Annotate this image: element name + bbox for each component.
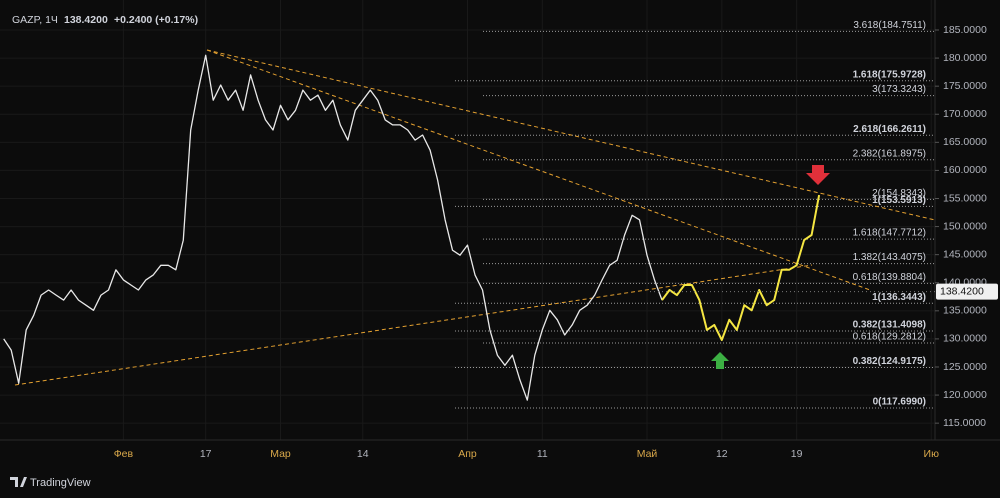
fib-label: 3.618(184.7511) bbox=[853, 20, 926, 31]
y-tick-label: 145.0000 bbox=[943, 248, 987, 260]
trend-line bbox=[206, 49, 936, 221]
fib-label: 1(136.3443) bbox=[872, 292, 926, 303]
price-line bbox=[3, 54, 663, 401]
grid bbox=[0, 0, 935, 440]
y-tick-label: 165.0000 bbox=[943, 136, 987, 148]
x-tick-label: Май bbox=[637, 448, 658, 460]
x-tick-label: 12 bbox=[716, 448, 728, 460]
brand: TradingView bbox=[10, 477, 91, 489]
y-tick-label: 185.0000 bbox=[943, 24, 987, 36]
y-tick-label: 130.0000 bbox=[943, 333, 987, 345]
y-tick-label: 125.0000 bbox=[943, 361, 987, 373]
x-tick-label: Ию bbox=[924, 448, 940, 460]
y-tick-label: 180.0000 bbox=[943, 52, 987, 64]
last-price: 138.4200 bbox=[64, 14, 108, 26]
x-tick-label: Мар bbox=[270, 448, 291, 460]
x-tick-label: 11 bbox=[537, 448, 548, 460]
axes: 115.0000 120.0000 125.0000 130.0000 135.0000… bbox=[114, 24, 998, 460]
fib-label: 0.382(131.4098) bbox=[853, 320, 926, 331]
fib-label: 1.618(147.7712) bbox=[853, 228, 926, 239]
fib-label: 0(117.6990) bbox=[873, 397, 926, 408]
x-tick-label: 17 bbox=[200, 448, 212, 460]
fib-label: 1(153.5913) bbox=[872, 195, 926, 206]
down-arrow bbox=[806, 165, 830, 185]
symbol: GAZP, 1Ч bbox=[12, 14, 58, 26]
y-tick-label: 150.0000 bbox=[943, 220, 987, 232]
x-tick-label: 14 bbox=[357, 448, 369, 460]
y-tick-label: 160.0000 bbox=[943, 164, 987, 176]
y-tick-label: 170.0000 bbox=[943, 108, 987, 120]
fibonacci: 3.618(184.7511) 1.618(175.9728) 3(173.3243… bbox=[455, 20, 935, 409]
series bbox=[3, 54, 821, 401]
price-change: +0.2400 (+0.17%) bbox=[114, 14, 198, 26]
fib-label: 0.618(129.2812) bbox=[853, 332, 926, 343]
fib-label: 2(154.8343) bbox=[872, 188, 926, 199]
y-tick-label: 115.0000 bbox=[943, 417, 986, 429]
trend-line bbox=[14, 264, 813, 386]
fib-label: 2.618(166.2611) bbox=[853, 124, 926, 135]
y-tick-label: 135.0000 bbox=[943, 305, 987, 317]
trend-line bbox=[206, 49, 871, 291]
up-arrow bbox=[711, 352, 729, 369]
brand-name: TradingView bbox=[30, 477, 91, 489]
fib-label: 1.382(143.4075) bbox=[853, 252, 926, 263]
y-tick-label: 175.0000 bbox=[943, 80, 987, 92]
fib-label: 2.382(161.8975) bbox=[853, 148, 926, 159]
x-tick-label: 19 bbox=[791, 448, 803, 460]
fib-label: 0.382(124.9175) bbox=[853, 356, 926, 367]
brand-logo bbox=[10, 477, 27, 487]
price-line bbox=[661, 194, 821, 341]
y-tick-label: 155.0000 bbox=[943, 192, 987, 204]
fib-label: 3(173.3243) bbox=[872, 84, 926, 95]
x-tick-label: Фев bbox=[114, 448, 134, 460]
x-tick-label: Апр bbox=[458, 448, 477, 460]
fib-label: 0.618(139.8804) bbox=[853, 272, 926, 283]
last-price-tag bbox=[936, 283, 998, 300]
fib-label: 1.618(175.9728) bbox=[853, 69, 926, 80]
last-price-label: 138.4200 bbox=[940, 285, 984, 297]
y-tick-label: 120.0000 bbox=[943, 389, 987, 401]
trend-lines bbox=[14, 49, 936, 386]
